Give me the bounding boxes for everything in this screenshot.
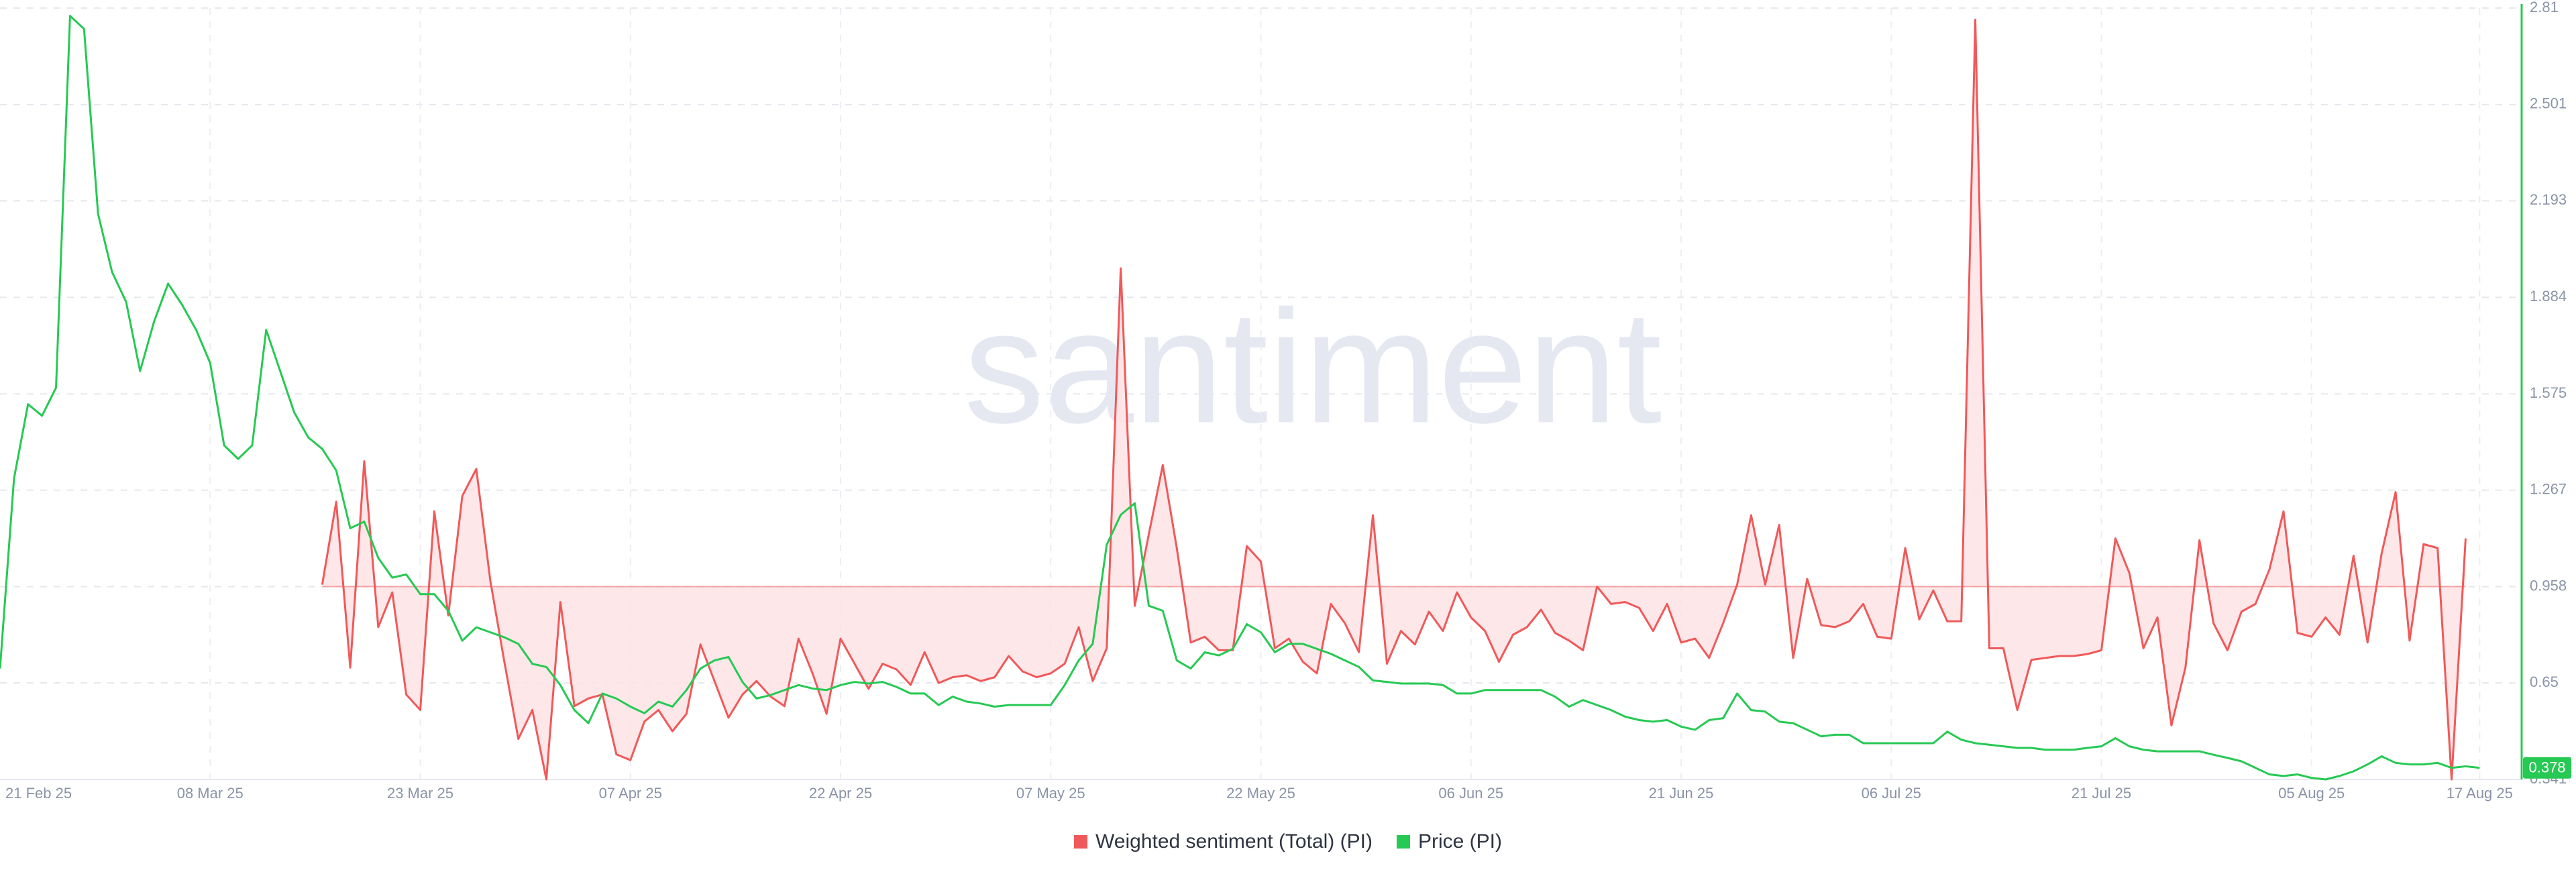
x-tick-label: 08 Mar 25 [177,785,244,802]
legend-swatch [1074,835,1088,849]
y2-tick-label: 1.575 [2530,384,2567,401]
x-tick-label: 22 May 25 [1226,785,1295,802]
x-tick-label: 05 Aug 25 [2278,785,2345,802]
y2-tick-label: 1.884 [2530,288,2567,305]
x-tick-label: 07 Apr 25 [599,785,662,802]
x-tick-label: 21 Jul 25 [2072,785,2131,802]
y2-tick-label: 2.81 [2530,0,2559,15]
x-tick-label: 06 Jun 25 [1438,785,1503,802]
legend-label: Weighted sentiment (Total) (PI) [1095,830,1373,853]
x-tick-label: 07 May 25 [1016,785,1085,802]
legend-swatch [1396,835,1410,849]
sentiment-area [322,19,2466,779]
y2-tick-label: 1.267 [2530,481,2567,498]
price-badge [2523,757,2571,779]
series-line [321,18,2467,781]
x-tick-label: 17 Aug 25 [2447,785,2513,802]
legend-label: Price (PI) [1418,830,1502,853]
x-tick-label: 21 Jun 25 [1649,785,1714,802]
x-tick-label: 06 Jul 25 [1862,785,1921,802]
price-badge-label: 0.378 [2528,759,2565,776]
y2-tick-label: 0.958 [2530,577,2567,594]
y2-tick-label: 2.193 [2530,191,2567,208]
y2-tick-label: 2.501 [2530,95,2567,112]
watermark: santiment [964,276,1662,456]
series-line [0,15,2480,781]
y2-tick-label: 0.65 [2530,673,2559,690]
x-tick-label: 23 Mar 25 [387,785,453,802]
x-tick-label: 21 Feb 25 [5,785,72,802]
x-tick-label: 22 Apr 25 [809,785,872,802]
